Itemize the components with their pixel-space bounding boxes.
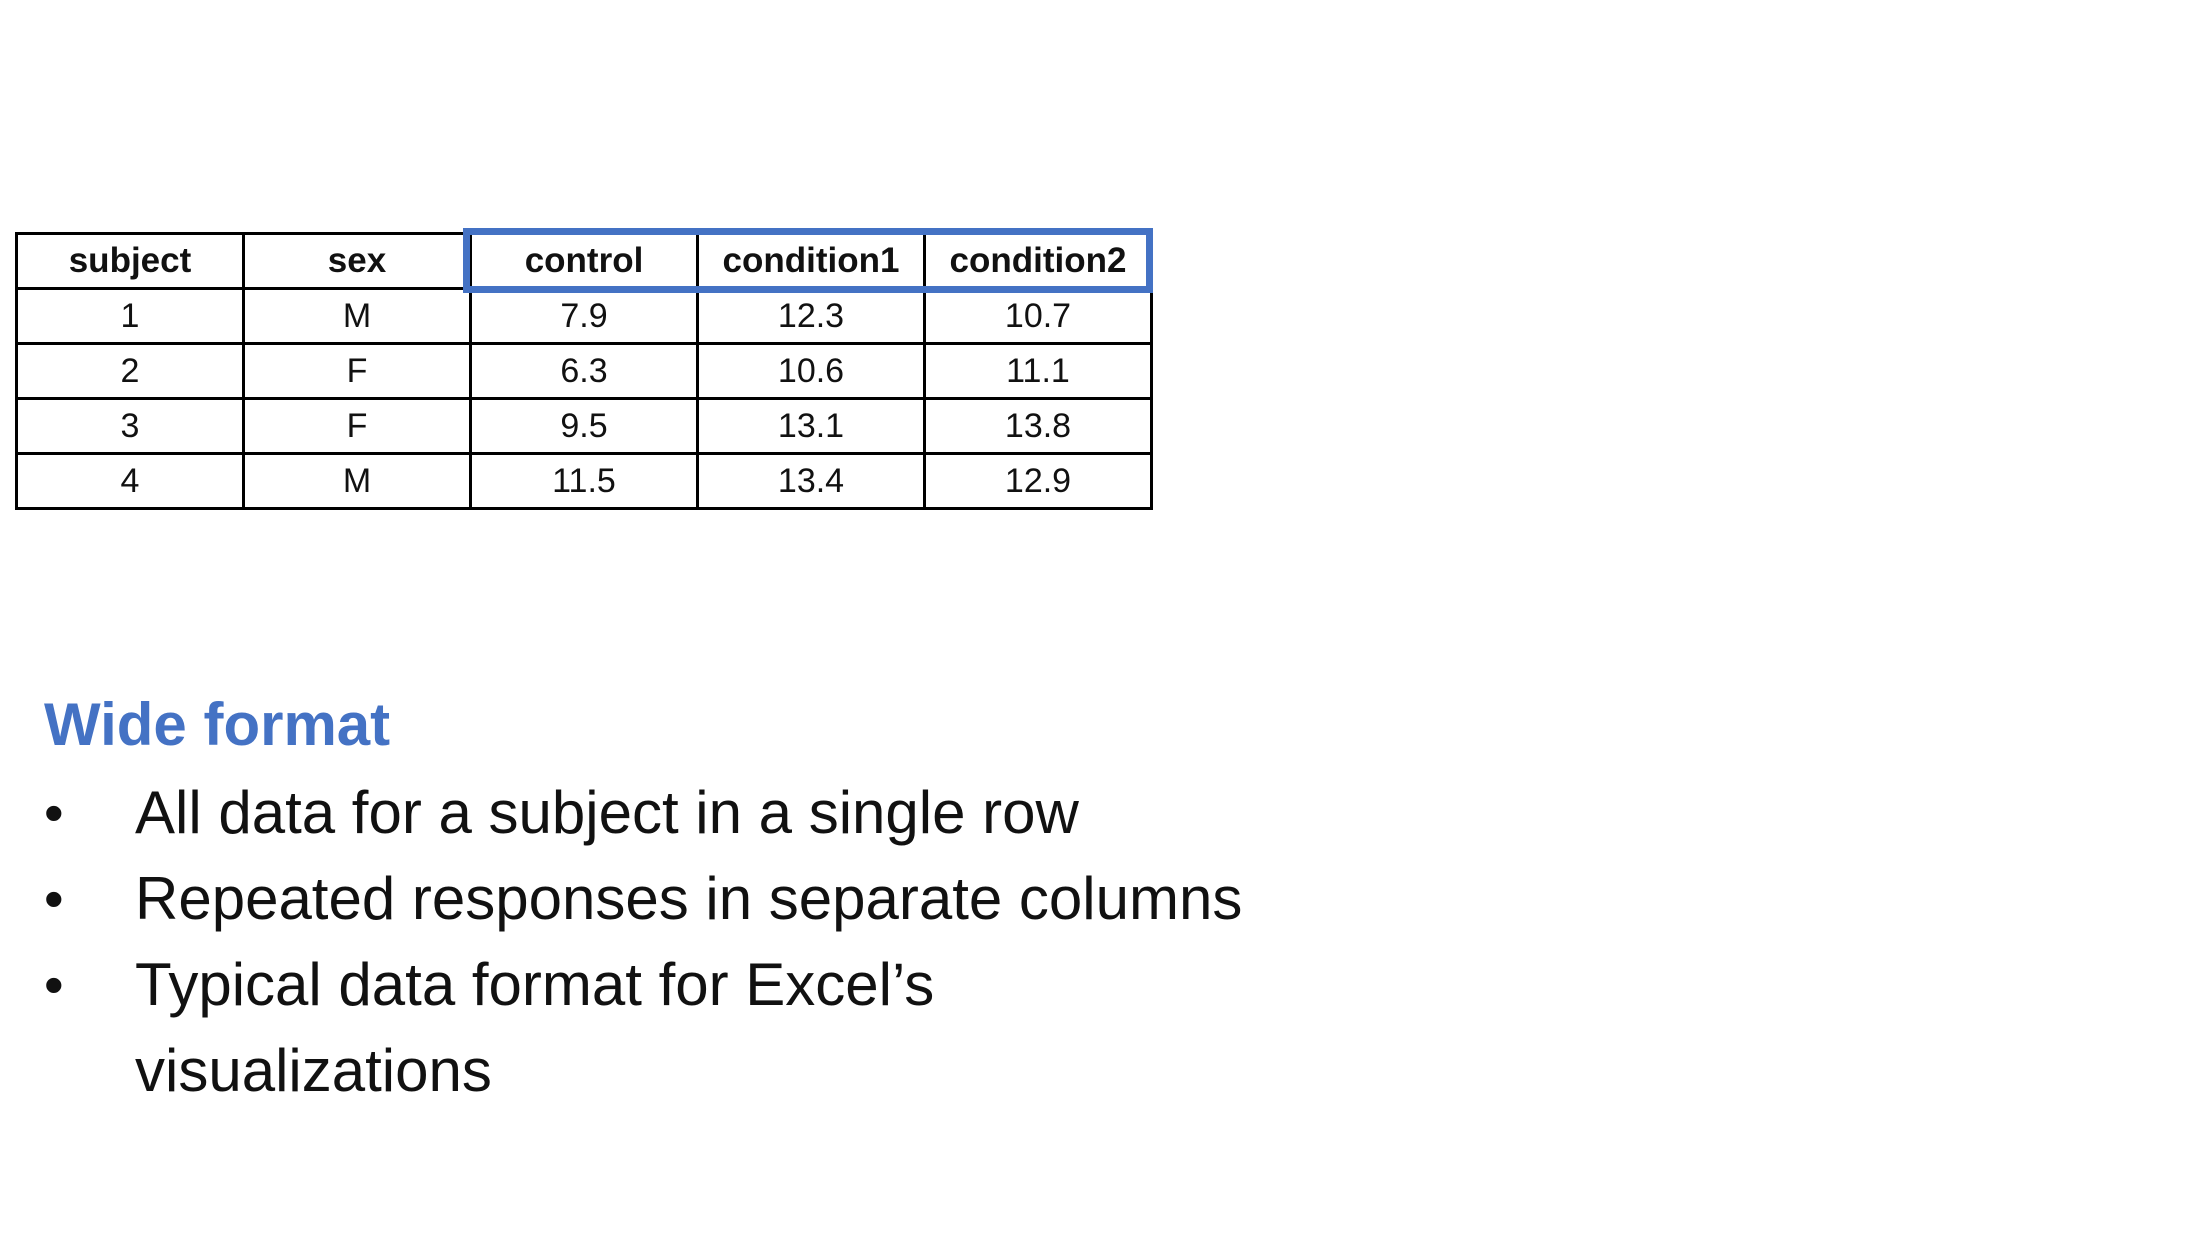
wide-format-table: subject sex control condition1 condition… (15, 232, 1153, 510)
cell-condition1: 12.3 (696, 287, 926, 345)
cell-control: 7.9 (469, 287, 699, 345)
cell-sex: F (242, 342, 472, 400)
bullet-item: • All data for a subject in a single row (44, 770, 1244, 856)
cell-condition2: 11.1 (923, 342, 1153, 400)
bullet-text: Typical data format for Excel’s visualiz… (135, 951, 935, 1104)
table-header-row: subject sex control condition1 condition… (15, 232, 1153, 290)
header-subject: subject (15, 232, 245, 290)
bullet-marker: • (44, 953, 64, 1016)
cell-condition2: 13.8 (923, 397, 1153, 455)
table-row: 2 F 6.3 10.6 11.1 (15, 342, 1153, 400)
bullet-marker: • (44, 867, 64, 930)
bullet-text: Repeated responses in separate columns (135, 865, 1243, 932)
cell-subject: 4 (15, 452, 245, 510)
cell-control: 6.3 (469, 342, 699, 400)
cell-sex: M (242, 452, 472, 510)
table-row: 4 M 11.5 13.4 12.9 (15, 452, 1153, 510)
table-row: 1 M 7.9 12.3 10.7 (15, 287, 1153, 345)
header-condition2: condition2 (923, 232, 1153, 290)
bullet-text: All data for a subject in a single row (135, 779, 1079, 846)
cell-control: 11.5 (469, 452, 699, 510)
bullet-marker: • (44, 781, 64, 844)
cell-condition2: 12.9 (923, 452, 1153, 510)
bullet-item: • Repeated responses in separate columns (44, 856, 1244, 942)
cell-subject: 1 (15, 287, 245, 345)
cell-condition1: 10.6 (696, 342, 926, 400)
cell-subject: 3 (15, 397, 245, 455)
wide-format-table-wrap: subject sex control condition1 condition… (15, 228, 1153, 510)
header-sex: sex (242, 232, 472, 290)
header-control: control (469, 232, 699, 290)
bullet-item: • Typical data format for Excel’s visual… (44, 942, 1244, 1114)
section-heading: Wide format (44, 691, 391, 758)
bullet-list: • All data for a subject in a single row… (44, 770, 1244, 1114)
table-row: 3 F 9.5 13.1 13.8 (15, 397, 1153, 455)
cell-sex: F (242, 397, 472, 455)
cell-condition1: 13.1 (696, 397, 926, 455)
cell-sex: M (242, 287, 472, 345)
cell-subject: 2 (15, 342, 245, 400)
cell-control: 9.5 (469, 397, 699, 455)
header-condition1: condition1 (696, 232, 926, 290)
cell-condition1: 13.4 (696, 452, 926, 510)
cell-condition2: 10.7 (923, 287, 1153, 345)
